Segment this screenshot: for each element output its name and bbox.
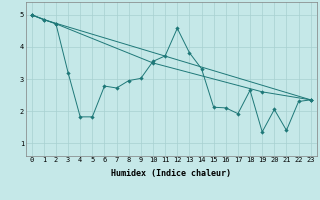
X-axis label: Humidex (Indice chaleur): Humidex (Indice chaleur): [111, 169, 231, 178]
